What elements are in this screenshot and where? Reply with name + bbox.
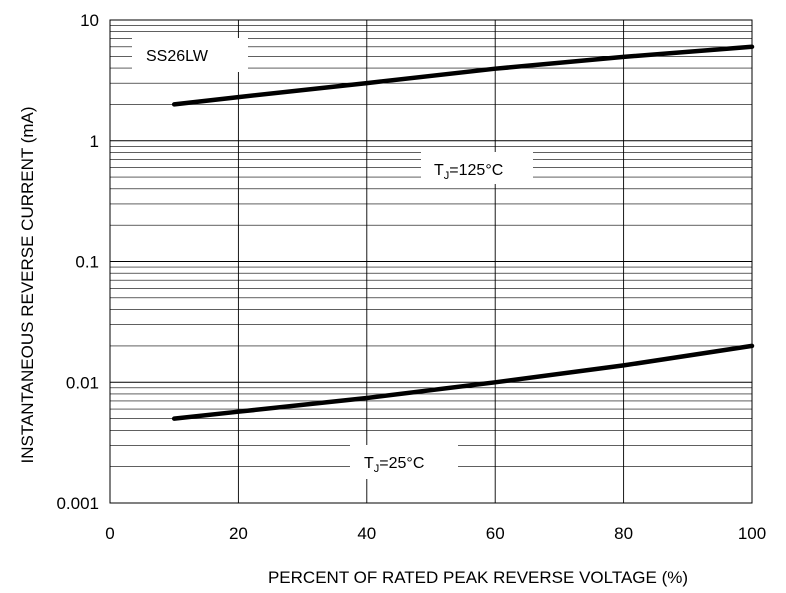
y-tick-labels: 0.001 0.01 0.1 1 10 (56, 11, 99, 513)
x-tick-label: 60 (486, 524, 505, 543)
x-tick-label: 20 (229, 524, 248, 543)
y-tick-label: 1 (90, 132, 99, 151)
series-line-125c (171, 44, 755, 107)
series-label-box-25c (350, 445, 458, 479)
x-tick-label: 80 (614, 524, 633, 543)
series-line-25c (171, 343, 755, 421)
series-label-25c-rest: =25°C (379, 455, 424, 472)
y-tick-label: 0.1 (75, 253, 99, 272)
device-label-box (132, 38, 248, 72)
x-axis-title: PERCENT OF RATED PEAK REVERSE VOLTAGE (%… (268, 568, 688, 587)
y-tick-label: 0.001 (56, 494, 99, 513)
series-label-25c: TJ=25°C (364, 455, 424, 475)
series-label-125c-t: T (434, 162, 444, 179)
y-axis-title: INSTANTANEOUS REVERSE CURRENT (mA) (18, 106, 37, 463)
series-label-125c-sub: J (444, 170, 450, 182)
x-tick-label: 0 (105, 524, 114, 543)
series-label-25c-t: T (364, 455, 374, 472)
y-tick-label: 10 (80, 11, 99, 30)
x-tick-label: 40 (357, 524, 376, 543)
x-tick-label: 100 (738, 524, 766, 543)
plot-frame (109, 19, 753, 504)
x-tick-labels: 0 20 40 60 80 100 (105, 524, 766, 543)
y-tick-label: 0.01 (66, 373, 99, 392)
series-label-125c: TJ=125°C (434, 162, 503, 182)
series-label-125c-rest: =125°C (449, 162, 503, 179)
series-label-box-125c (421, 152, 533, 184)
device-label: SS26LW (146, 48, 209, 65)
series-label-25c-sub: J (374, 463, 380, 475)
grid (110, 20, 752, 503)
series-layer (171, 44, 755, 421)
